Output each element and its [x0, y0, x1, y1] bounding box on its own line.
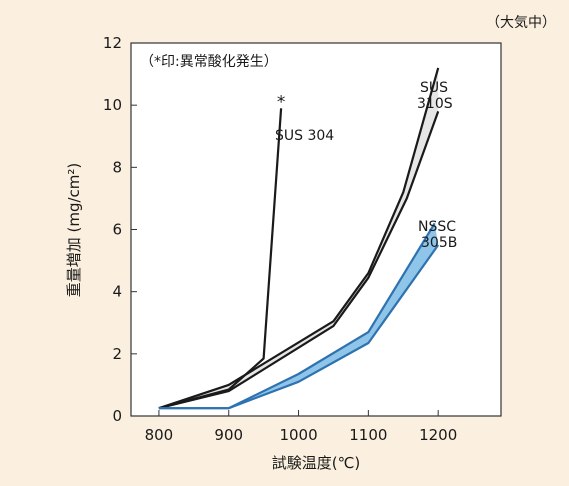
x-axis-label: 試験温度(℃) — [272, 454, 361, 472]
y-tick-label: 12 — [103, 34, 122, 52]
series-label-sus304: SUS 304 — [275, 128, 334, 144]
line-sus310s-upper — [158, 67, 440, 410]
x-tick-label: 800 — [145, 426, 174, 444]
x-tick-label: 1100 — [349, 426, 387, 444]
series-lines — [158, 67, 440, 410]
legend-note: （*印:異常酸化発生） — [140, 54, 278, 70]
series-label-sus310s-line2: 310S — [417, 96, 453, 112]
x-tick-label: 1000 — [279, 426, 317, 444]
y-tick-label: 2 — [112, 345, 122, 363]
line-nssc305b-lower — [158, 244, 440, 410]
y-axis-label: 重量増加 (mg/cm²) — [65, 163, 83, 298]
line-sus310s-lower — [158, 111, 440, 410]
band-nssc305b — [158, 223, 439, 409]
x-tick-label: 1200 — [419, 426, 457, 444]
series-label-nssc305b-line1: NSSC — [418, 219, 456, 235]
y-tick-label: 6 — [112, 221, 122, 239]
y-tick-label: 8 — [112, 158, 122, 176]
plot-area — [130, 42, 502, 417]
axis-ticks: 800 900 1000 1100 1200 0 2 4 6 8 10 12 — [103, 34, 457, 444]
series-label-sus310s-line1: SUS — [420, 80, 448, 96]
condition-note: （大気中） — [486, 15, 556, 31]
abnormal-oxidation-marker: * — [277, 92, 286, 112]
y-tick-label: 0 — [112, 407, 122, 425]
y-tick-label: 4 — [112, 283, 122, 301]
x-tick-label: 900 — [214, 426, 243, 444]
series-bands — [158, 67, 439, 409]
y-tick-label: 10 — [103, 96, 122, 114]
series-label-nssc305b-line2: 305B — [421, 235, 457, 251]
